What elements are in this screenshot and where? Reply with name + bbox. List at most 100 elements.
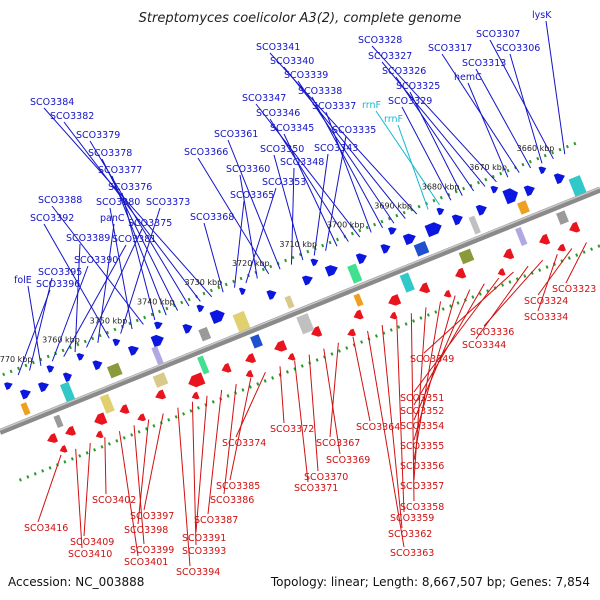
bottom-gene-label[interactable]: SCO3359 [390, 319, 434, 524]
top-gene-label[interactable]: panC [97, 213, 125, 343]
scale-label: 3680 kbp [422, 182, 460, 191]
bottom-gene-label[interactable]: SCO3355 [400, 295, 456, 452]
top-gene-label[interactable]: SCO3345 [270, 123, 338, 247]
top-gene-label[interactable]: SCO3373 [120, 197, 191, 334]
bottom-gene-label[interactable]: SCO3349 [410, 271, 514, 365]
gene-features [3, 166, 587, 453]
bottom-gene-label[interactable]: SCO3356 [400, 301, 444, 472]
bottom-gene-label[interactable]: SCO3369 [323, 348, 371, 466]
bottom-gene-label[interactable]: SCO3394 [176, 407, 220, 578]
top-gene-label[interactable]: SCO3348 [280, 157, 324, 265]
bottom-gene-label[interactable]: SCO3409 [70, 442, 114, 548]
bottom-gene-label[interactable]: SCO3362 [381, 325, 432, 540]
top-gene-label[interactable]: SCO3389 [66, 233, 110, 353]
svg-text:SCO3374: SCO3374 [222, 438, 266, 449]
reverse-gene-arrow [95, 430, 104, 439]
bottom-gene-label[interactable]: SCO3323 [552, 242, 596, 295]
bottom-gene-label[interactable]: SCO3402 [92, 437, 136, 506]
top-gene-label[interactable]: SCO3396 [17, 279, 80, 376]
top-gene-label[interactable]: SCO3350 [260, 144, 304, 261]
top-gene-label[interactable]: SCO3392 [30, 213, 110, 339]
top-gene-label[interactable]: hemC [454, 72, 509, 178]
bottom-gene-label[interactable]: SCO3399 [130, 425, 174, 556]
bottom-gene-label[interactable]: SCO3364 [352, 336, 400, 433]
top-gene-label[interactable]: SCO3365 [230, 190, 274, 288]
top-gene-label[interactable]: SCO3325 [396, 81, 463, 196]
scale-label: 3670 kbp [469, 163, 507, 172]
top-gene-label[interactable]: SCO3326 [382, 66, 475, 192]
bottom-gene-label[interactable]: SCO3371 [294, 360, 338, 494]
top-gene-label[interactable]: SCO3338 [298, 86, 384, 229]
misc-feature-block [197, 355, 210, 375]
top-gene-label[interactable]: SCO3339 [284, 70, 395, 224]
bottom-gene-label[interactable]: SCO3386 [210, 383, 254, 506]
chromosome-axis [0, 186, 600, 435]
bottom-gene-label[interactable]: SCO3370 [304, 354, 348, 483]
gene-labels: lysK SCO3307 SCO3306 SCO3313 SCO3317 hemC SCO3… [14, 10, 596, 578]
bottom-gene-label[interactable]: SCO3358 [400, 313, 444, 513]
top-gene-label[interactable]: SCO3335 [325, 125, 377, 251]
svg-text:SCO3368: SCO3368 [190, 212, 234, 223]
forward-gene-arrow [238, 287, 246, 296]
top-gene-label[interactable]: SCO3381 [63, 234, 157, 357]
top-gene-label[interactable]: SCO3360 [226, 164, 270, 279]
bottom-gene-label[interactable]: SCO3416 [24, 454, 68, 534]
bottom-gene-label[interactable]: SCO3367 [316, 342, 360, 449]
forward-gene-arrow [424, 222, 442, 238]
top-gene-label[interactable]: SCO3329 [388, 96, 452, 201]
svg-text:SCO3324: SCO3324 [524, 296, 568, 307]
top-gene-label[interactable]: SCO3376 [108, 182, 156, 320]
top-gene-label[interactable]: SCO3343 [313, 143, 358, 256]
bottom-gene-label[interactable]: SCO3357 [400, 307, 444, 492]
top-gene-label[interactable]: lysK [532, 10, 566, 155]
bottom-gene-label[interactable]: SCO3363 [367, 330, 435, 559]
bottom-gene-label[interactable]: SCO3387 [194, 389, 238, 526]
top-gene-label[interactable]: SCO3346 [256, 108, 349, 242]
svg-text:SCO3340: SCO3340 [270, 56, 314, 67]
svg-text:SCO3336: SCO3336 [470, 327, 514, 338]
bottom-gene-label[interactable]: SCO3334 [524, 254, 568, 323]
bottom-gene-label[interactable]: SCO3391 [182, 395, 226, 544]
top-gene-label[interactable]: SCO3328 [358, 35, 497, 183]
top-gene-label[interactable]: SCO3347 [242, 93, 361, 238]
top-gene-label[interactable]: SCO3375 [86, 218, 172, 348]
axis-highlight [0, 186, 600, 431]
bottom-gene-label[interactable]: SCO3354 [400, 289, 471, 432]
bottom-gene-label[interactable]: SCO3393 [182, 401, 226, 557]
top-gene-label[interactable]: SCO3327 [368, 51, 486, 187]
top-gene-label[interactable]: SCO3368 [190, 212, 234, 293]
top-gene-label[interactable]: SCO3306 [496, 43, 543, 164]
bottom-gene-label[interactable]: SCO3410 [68, 448, 112, 560]
bottom-gene-label[interactable]: SCO3385 [216, 378, 260, 492]
top-gene-label[interactable]: SCO3384 [30, 97, 213, 298]
svg-text:SCO3364: SCO3364 [356, 422, 400, 433]
top-gene-label[interactable]: SCO3353 [245, 177, 306, 284]
svg-text:SCO3385: SCO3385 [216, 481, 260, 492]
svg-text:SCO3369: SCO3369 [326, 455, 370, 466]
bottom-gene-label[interactable]: SCO3336 [470, 259, 544, 338]
top-gene-label[interactable]: rrnF [362, 100, 440, 206]
top-gene-label[interactable]: folE [14, 275, 42, 366]
top-gene-label[interactable]: SCO3361 [214, 129, 281, 270]
bottom-gene-label[interactable]: SCO3324 [524, 248, 573, 307]
reverse-gene-arrow [59, 445, 68, 453]
reverse-gene-arrow [221, 362, 232, 373]
bottom-gene-label[interactable]: SCO3397 [130, 413, 174, 522]
svg-text:SCO3327: SCO3327 [368, 51, 412, 62]
top-gene-label[interactable]: SCO3366 [184, 147, 270, 275]
top-gene-label[interactable]: SCO3337 [312, 101, 372, 233]
bottom-gene-label[interactable]: SCO3401 [118, 431, 168, 568]
top-gene-label[interactable]: SCO3377 [98, 165, 167, 316]
scale-label: 3710 kbp [279, 240, 317, 249]
top-gene-label[interactable]: SCO3390 [51, 255, 118, 362]
bottom-gene-label[interactable]: SCO3398 [124, 419, 168, 536]
map-title: Streptomyces coelicolor A3(2), complete … [139, 11, 462, 26]
bottom-gene-label[interactable]: SCO3344 [462, 265, 529, 351]
top-gene-label[interactable]: SCO3307 [476, 29, 554, 160]
top-gene-label[interactable]: SCO3388 [38, 195, 144, 325]
svg-text:SCO3373: SCO3373 [146, 197, 190, 208]
top-gene-label[interactable]: rrnF [384, 114, 429, 210]
bottom-gene-label[interactable]: SCO3372 [270, 366, 314, 435]
top-gene-label[interactable]: SCO3313 [462, 58, 532, 169]
